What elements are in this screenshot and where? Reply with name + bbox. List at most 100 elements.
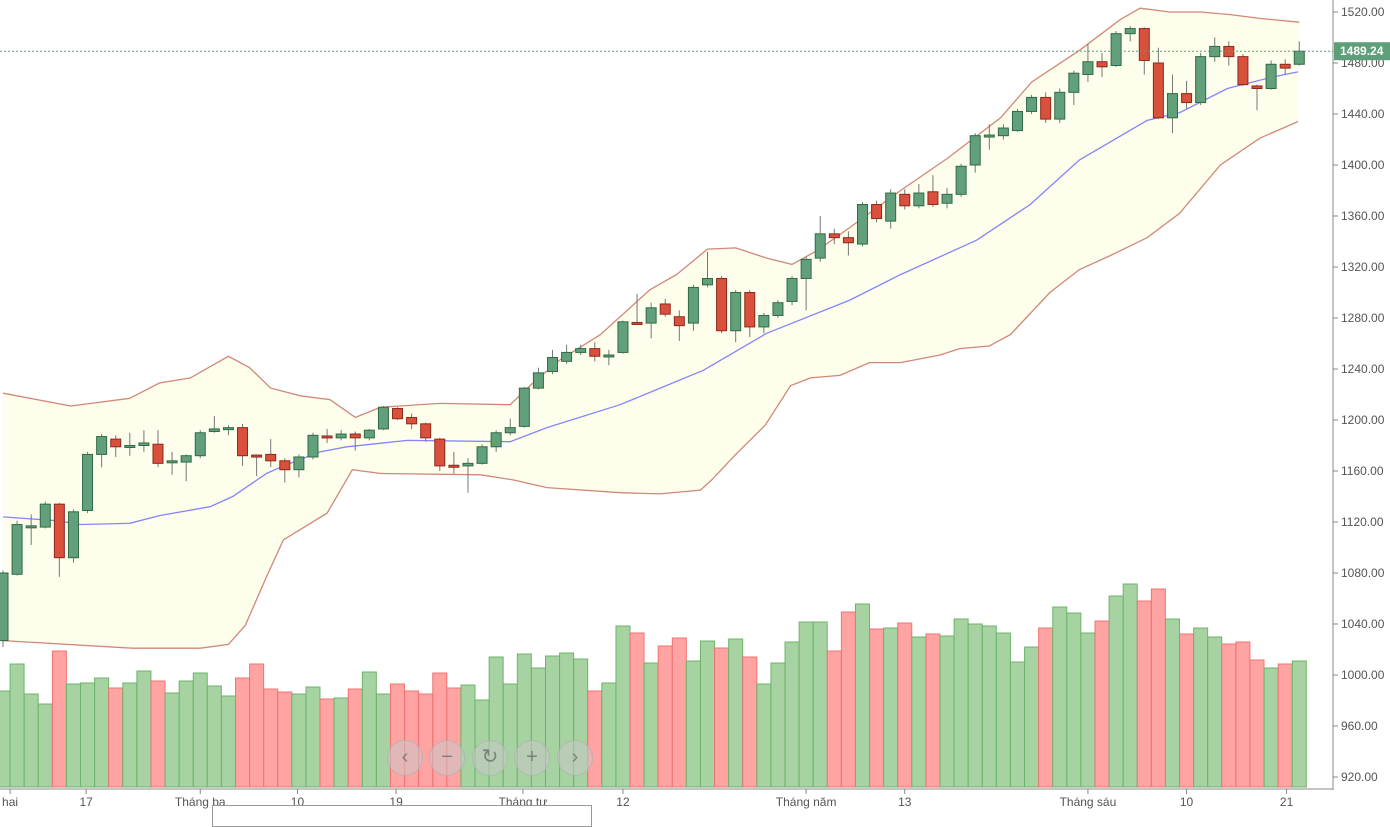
candle-body [969,135,981,166]
volume-bar [178,680,194,788]
candle [11,520,23,576]
volume-bar [277,691,293,788]
candle-body [687,286,699,324]
y-tick-label: 1160.00 [1341,464,1384,478]
candle-body [1110,33,1122,67]
candle-body [307,434,319,458]
volume-bar [1024,646,1040,788]
volume-bar [150,680,166,788]
zoom-in-button[interactable]: + [514,740,550,776]
y-tick-label: 1400.00 [1341,158,1385,172]
candle [96,434,108,468]
candle [265,439,277,468]
candle-body [856,204,868,245]
plus-icon: + [526,746,538,768]
volume-bar [826,650,842,788]
candle [631,293,643,325]
candle [1096,52,1108,78]
y-tick-label: 1320.00 [1341,260,1385,274]
volume-bar [1122,583,1138,788]
candle [166,451,178,475]
candle [25,514,37,545]
volume-bar [263,688,279,788]
candle-body [1054,91,1066,120]
candle [1251,84,1263,111]
volume-bar [981,625,997,788]
candle [1293,41,1305,66]
candle [955,163,967,197]
scroll-left-button[interactable]: ‹ [387,740,423,776]
candle [110,435,122,457]
volume-bar [1094,620,1110,788]
volume-bar [1207,636,1223,788]
volume-bar [629,632,645,788]
candle [758,312,770,334]
volume-bar [164,692,180,788]
candle [518,386,530,428]
candle-body [321,435,333,439]
y-tick-label: 1360.00 [1341,209,1385,223]
candle [589,342,601,362]
volume-bar [9,663,25,788]
candle-body [208,428,220,432]
candle [1279,59,1291,75]
reset-button[interactable]: ↻ [472,740,508,776]
volume-bar [418,693,434,788]
candle-body [589,348,601,357]
volume-bar [784,641,800,788]
x-tick-label: 10 [1180,795,1194,809]
candle-body [1011,110,1023,132]
candle-body [1096,61,1108,68]
volume-bar [51,650,67,788]
candle-body [237,427,249,457]
volume-bar [375,693,391,788]
candle [1054,88,1066,123]
candle [1265,60,1277,90]
candle [899,189,911,210]
candle-body [800,258,812,279]
candle-body [871,204,883,220]
candle-body [476,446,488,464]
candle [885,189,897,229]
volume-bar [545,655,561,788]
volume-bar [1249,659,1265,788]
candle-body [0,572,9,642]
volume-bar [1009,661,1025,788]
zoom-out-button[interactable]: − [429,740,465,776]
candle [504,418,516,436]
candle [293,454,305,478]
candle-body [997,127,1009,137]
last-price-tag-bg [1334,42,1390,61]
candle-body [1026,96,1038,112]
candle [1040,92,1052,123]
candle [1152,47,1164,120]
candle-body [983,134,995,138]
volume-bar [770,662,786,788]
candle-body [1152,62,1164,119]
candle [208,416,220,433]
volume-bar [1193,627,1209,788]
volume-bar [319,698,335,788]
candle-body [758,314,770,328]
volume-bar [897,622,913,788]
candle [1110,31,1122,67]
volume-bar [108,687,124,788]
candle [462,458,474,493]
candle [39,501,51,529]
scroll-right-button[interactable]: › [557,740,593,776]
candle [406,413,418,429]
candle [1237,54,1249,86]
candle-body [1279,63,1291,69]
candle [603,349,615,366]
candle [828,228,840,245]
candle [152,430,164,468]
candle-body [152,443,164,464]
candle [969,133,981,173]
candle-body [279,460,291,471]
y-tick-label: 920.00 [1341,770,1378,784]
volume-bar [65,683,81,788]
volume-bar [1235,641,1251,788]
candle-body [377,406,389,430]
candle-body [462,462,474,467]
